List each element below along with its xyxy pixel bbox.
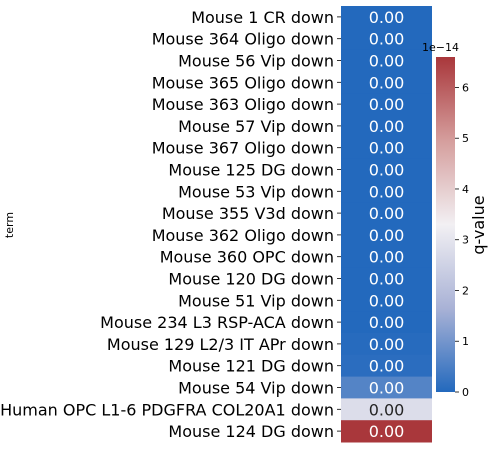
cell-value-label: 0.00 xyxy=(369,117,405,136)
heatmap-cell xyxy=(341,93,432,116)
row-label: Mouse 234 L3 RSP-ACA down xyxy=(100,313,334,332)
colorbar-tick-label: 2 xyxy=(462,284,469,297)
cell-value-label: 0.00 xyxy=(369,422,405,441)
colorbar-label: q-value xyxy=(469,195,488,254)
cell-value-label: 0.00 xyxy=(369,226,405,245)
colorbar-tick-label: 6 xyxy=(462,81,469,94)
row-labels: Mouse 1 CR down Mouse 364 Oligo down Mouse… xyxy=(0,8,341,441)
colorbar-tick-label: 1 xyxy=(462,335,469,348)
heatmap-cell xyxy=(341,267,432,290)
cell-value-label: 0.00 xyxy=(369,313,405,332)
cell-value-label: 0.00 xyxy=(369,52,405,71)
heatmap-cell xyxy=(341,6,432,29)
row-label: Mouse 363 Oligo down xyxy=(152,95,334,114)
row-label: Mouse 1 CR down xyxy=(191,8,334,27)
cell-value-label: 0.00 xyxy=(369,204,405,223)
row-label: Mouse 121 DG down xyxy=(168,357,334,376)
colorbar-gradient xyxy=(436,57,455,392)
cell-value-label: 0.00 xyxy=(369,248,405,267)
heatmap-cell xyxy=(341,354,432,378)
row-label: Mouse 355 V3d down xyxy=(162,204,334,223)
colorbar-tick-label: 0 xyxy=(462,386,469,399)
row-label: Mouse 125 DG down xyxy=(168,161,334,180)
heatmap-cell xyxy=(341,420,432,443)
heatmap-cell xyxy=(341,376,432,399)
row-label: Mouse 364 Oligo down xyxy=(152,30,334,49)
row-label: Mouse 53 Vip down xyxy=(178,182,334,201)
cell-value-label: 0.00 xyxy=(369,95,405,114)
cell-value-label: 0.00 xyxy=(369,357,405,376)
heatmap-cell xyxy=(341,289,432,312)
cell-value-label: 0.00 xyxy=(369,139,405,158)
cell-value-label: 0.00 xyxy=(369,73,405,92)
cell-value-label: 0.00 xyxy=(369,400,405,419)
cell-value-label: 0.00 xyxy=(369,30,405,49)
row-label: Mouse 365 Oligo down xyxy=(152,73,334,92)
row-label: Mouse 120 DG down xyxy=(168,270,334,289)
colorbar: 0 1 2 3 4 5 6 xyxy=(436,57,469,399)
row-label: Mouse 360 OPC down xyxy=(160,248,334,267)
y-axis-label: term xyxy=(3,212,16,238)
heatmap-cell xyxy=(341,398,432,421)
heatmap-cell xyxy=(341,49,432,72)
colorbar-tick-label: 4 xyxy=(462,183,469,196)
heatmap-cell xyxy=(341,311,432,334)
colorbar-tick-label: 3 xyxy=(462,234,469,247)
row-label: Mouse 57 Vip down xyxy=(178,117,334,136)
row-label: Mouse 362 Oligo down xyxy=(152,226,334,245)
row-label: Mouse 56 Vip down xyxy=(178,52,334,71)
cell-value-label: 0.00 xyxy=(369,291,405,310)
heatmap-cell xyxy=(341,180,432,203)
heatmap-cell xyxy=(341,136,432,160)
heatmap-cell xyxy=(341,333,432,356)
cell-value-label: 0.00 xyxy=(369,182,405,201)
heatmap-cell xyxy=(341,224,432,247)
row-label: Mouse 129 L2/3 IT APr down xyxy=(107,335,334,354)
row-label: Mouse 367 Oligo down xyxy=(152,139,334,158)
heatmap-cell xyxy=(341,27,432,51)
cell-value-label: 0.00 xyxy=(369,335,405,354)
row-label: Human OPC L1-6 PDGFRA COL20A1 down xyxy=(0,400,334,419)
heatmap-cell xyxy=(341,115,432,138)
heatmap-cells: 0.00 0.00 0.00 0.00 0.00 0.00 0.00 0.00 0.00 0.00… xyxy=(341,6,432,443)
heatmap-cell xyxy=(341,245,432,269)
cell-value-label: 0.00 xyxy=(369,379,405,398)
row-label: Mouse 51 Vip down xyxy=(178,291,334,310)
cell-value-label: 0.00 xyxy=(369,8,405,27)
cell-value-label: 0.00 xyxy=(369,161,405,180)
heatmap-cell xyxy=(341,71,432,94)
row-label: Mouse 124 DG down xyxy=(168,422,334,441)
heatmap-cell xyxy=(341,158,432,181)
cell-value-label: 0.00 xyxy=(369,270,405,289)
colorbar-tick-label: 5 xyxy=(462,132,469,145)
colorbar-offset-text: 1e−14 xyxy=(422,41,459,54)
row-label: Mouse 54 Vip down xyxy=(178,379,334,398)
heatmap-cell xyxy=(341,202,432,225)
